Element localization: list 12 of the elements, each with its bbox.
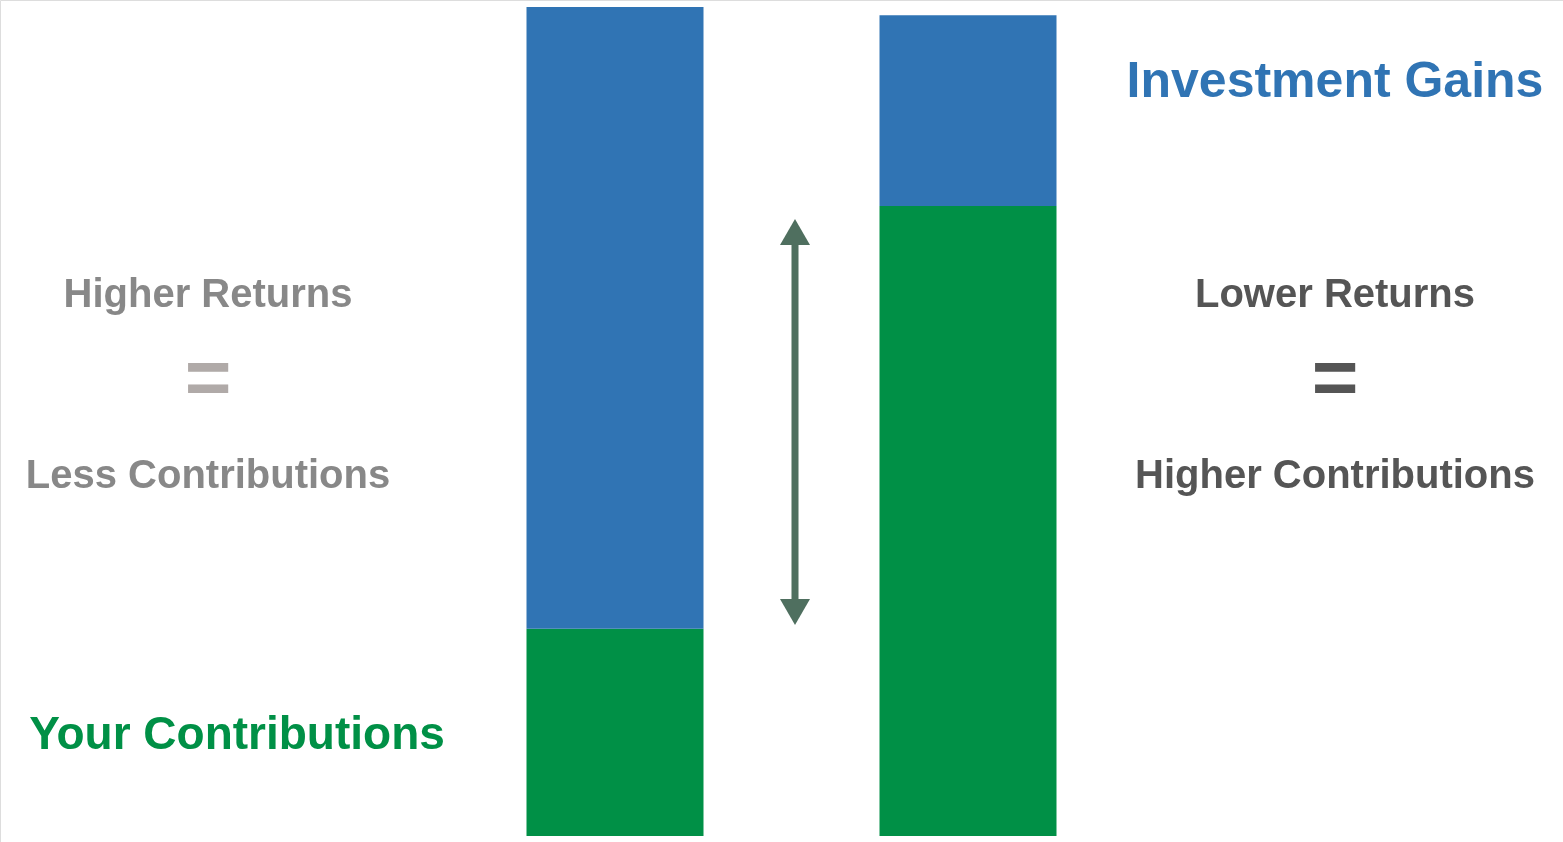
series-label: Your Contributions	[29, 707, 445, 759]
annotation: Higher Contributions	[1135, 452, 1535, 496]
bar	[879, 205, 1057, 836]
bar	[879, 15, 1057, 206]
text: Lower Returns	[1194, 271, 1476, 315]
text: Less Contributions	[25, 452, 391, 496]
bar	[526, 628, 704, 836]
series-label: Investment Gains	[1126, 52, 1544, 108]
text: =	[1311, 332, 1359, 421]
text: =	[184, 332, 232, 421]
bar	[526, 7, 704, 629]
text: Higher Returns	[63, 271, 353, 315]
